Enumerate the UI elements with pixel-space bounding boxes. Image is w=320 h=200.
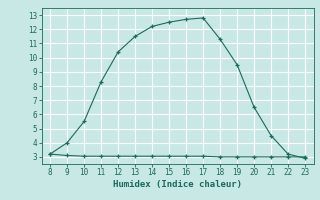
X-axis label: Humidex (Indice chaleur): Humidex (Indice chaleur) — [113, 180, 242, 189]
